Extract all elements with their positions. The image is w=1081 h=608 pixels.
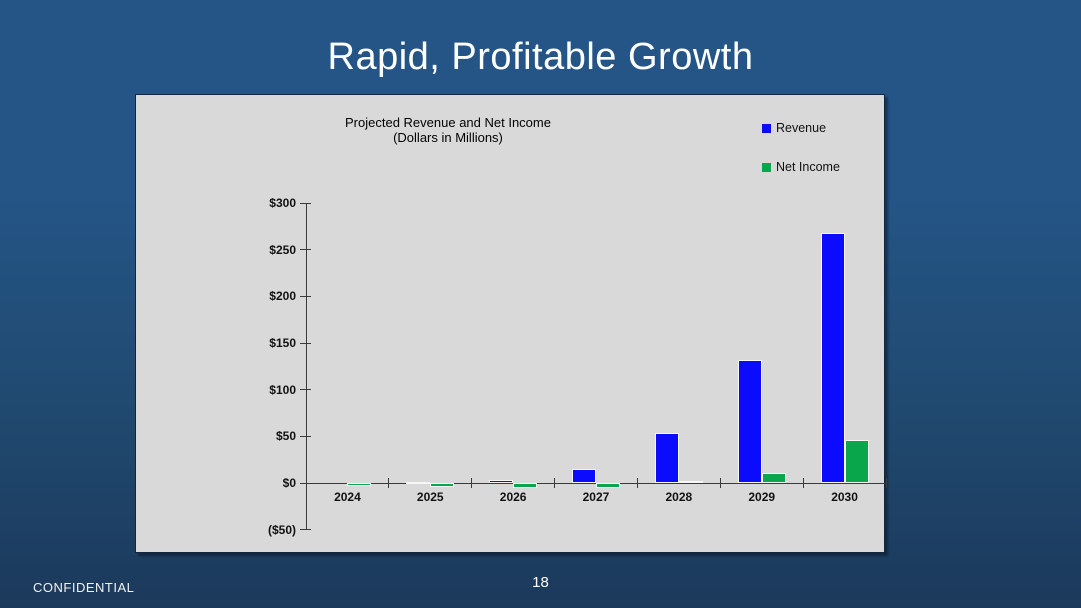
legend-label-net-income: Net Income — [776, 160, 840, 174]
slide-title: Rapid, Profitable Growth — [327, 36, 754, 78]
y-axis-tick — [300, 249, 311, 251]
x-axis-tick — [388, 478, 390, 488]
y-axis-tick — [300, 295, 311, 297]
x-category-label: 2029 — [748, 490, 776, 504]
y-tick-label: $50 — [275, 429, 296, 444]
x-category-label: 2024 — [334, 490, 361, 504]
y-tick-label: ($50) — [267, 522, 296, 537]
x-axis-tick — [885, 478, 887, 488]
y-axis-tick — [300, 529, 311, 531]
y-tick-label: $0 — [282, 476, 296, 490]
legend-item-revenue: Revenue — [762, 121, 882, 135]
bar-net-income-2028 — [678, 481, 703, 484]
x-category-label: 2028 — [665, 490, 693, 504]
x-axis-tick — [471, 478, 473, 488]
bar-net-income-2029 — [761, 472, 786, 483]
legend-label-revenue: Revenue — [776, 121, 827, 135]
y-axis-line — [306, 203, 307, 530]
y-axis-tick — [300, 435, 311, 437]
y-tick-label: $300 — [269, 196, 296, 210]
x-category-label: 2027 — [582, 490, 610, 504]
x-axis-tick — [802, 478, 804, 488]
y-axis-tick — [300, 389, 311, 391]
x-category-label: 2030 — [831, 490, 858, 504]
bar-revenue-2028 — [654, 432, 679, 483]
chart-title: Projected Revenue and Net Income — [345, 115, 551, 130]
chart-panel: Projected Revenue and Net Income (Dollar… — [135, 94, 887, 554]
net-income-swatch-icon — [762, 162, 771, 172]
y-tick-label: $250 — [269, 242, 296, 257]
chart-title-block: Projected Revenue and Net Income (Dollar… — [248, 115, 648, 145]
legend-item-net-income: Net Income — [762, 160, 882, 174]
page-number: 18 — [532, 574, 549, 591]
plot-area: $300 $250 $200 $150 $100 $50 $0 ($50) 2024 2025 20… — [136, 95, 887, 554]
bar-net-income-2025 — [430, 483, 455, 487]
bar-revenue-2029 — [737, 359, 762, 483]
y-tick-label: $150 — [269, 336, 296, 350]
x-axis-tick — [554, 478, 556, 488]
y-tick-label: $100 — [269, 382, 296, 397]
bar-revenue-2027 — [572, 469, 596, 483]
x-category-label: 2025 — [416, 490, 444, 504]
confidential-label: CONFIDENTIAL — [33, 580, 135, 595]
x-axis-tick — [305, 478, 307, 488]
bar-net-income-2027 — [596, 483, 620, 488]
y-tick-label: $200 — [269, 289, 296, 304]
y-axis-tick — [300, 342, 311, 344]
revenue-swatch-icon — [762, 123, 771, 133]
x-axis-tick — [719, 478, 721, 488]
chart-legend: Revenue Net Income — [762, 121, 882, 174]
bar-revenue-2026 — [489, 480, 514, 483]
x-category-label: 2026 — [499, 490, 527, 504]
bar-net-income-2026 — [513, 483, 538, 488]
bar-net-income-2024 — [347, 483, 372, 486]
bar-net-income-2030 — [844, 440, 869, 483]
chart-subtitle: (Dollars in Millions) — [393, 130, 503, 145]
y-axis-tick — [300, 202, 311, 204]
bar-revenue-2025 — [406, 481, 431, 484]
x-axis-tick — [636, 478, 638, 488]
bar-revenue-2030 — [820, 232, 845, 483]
